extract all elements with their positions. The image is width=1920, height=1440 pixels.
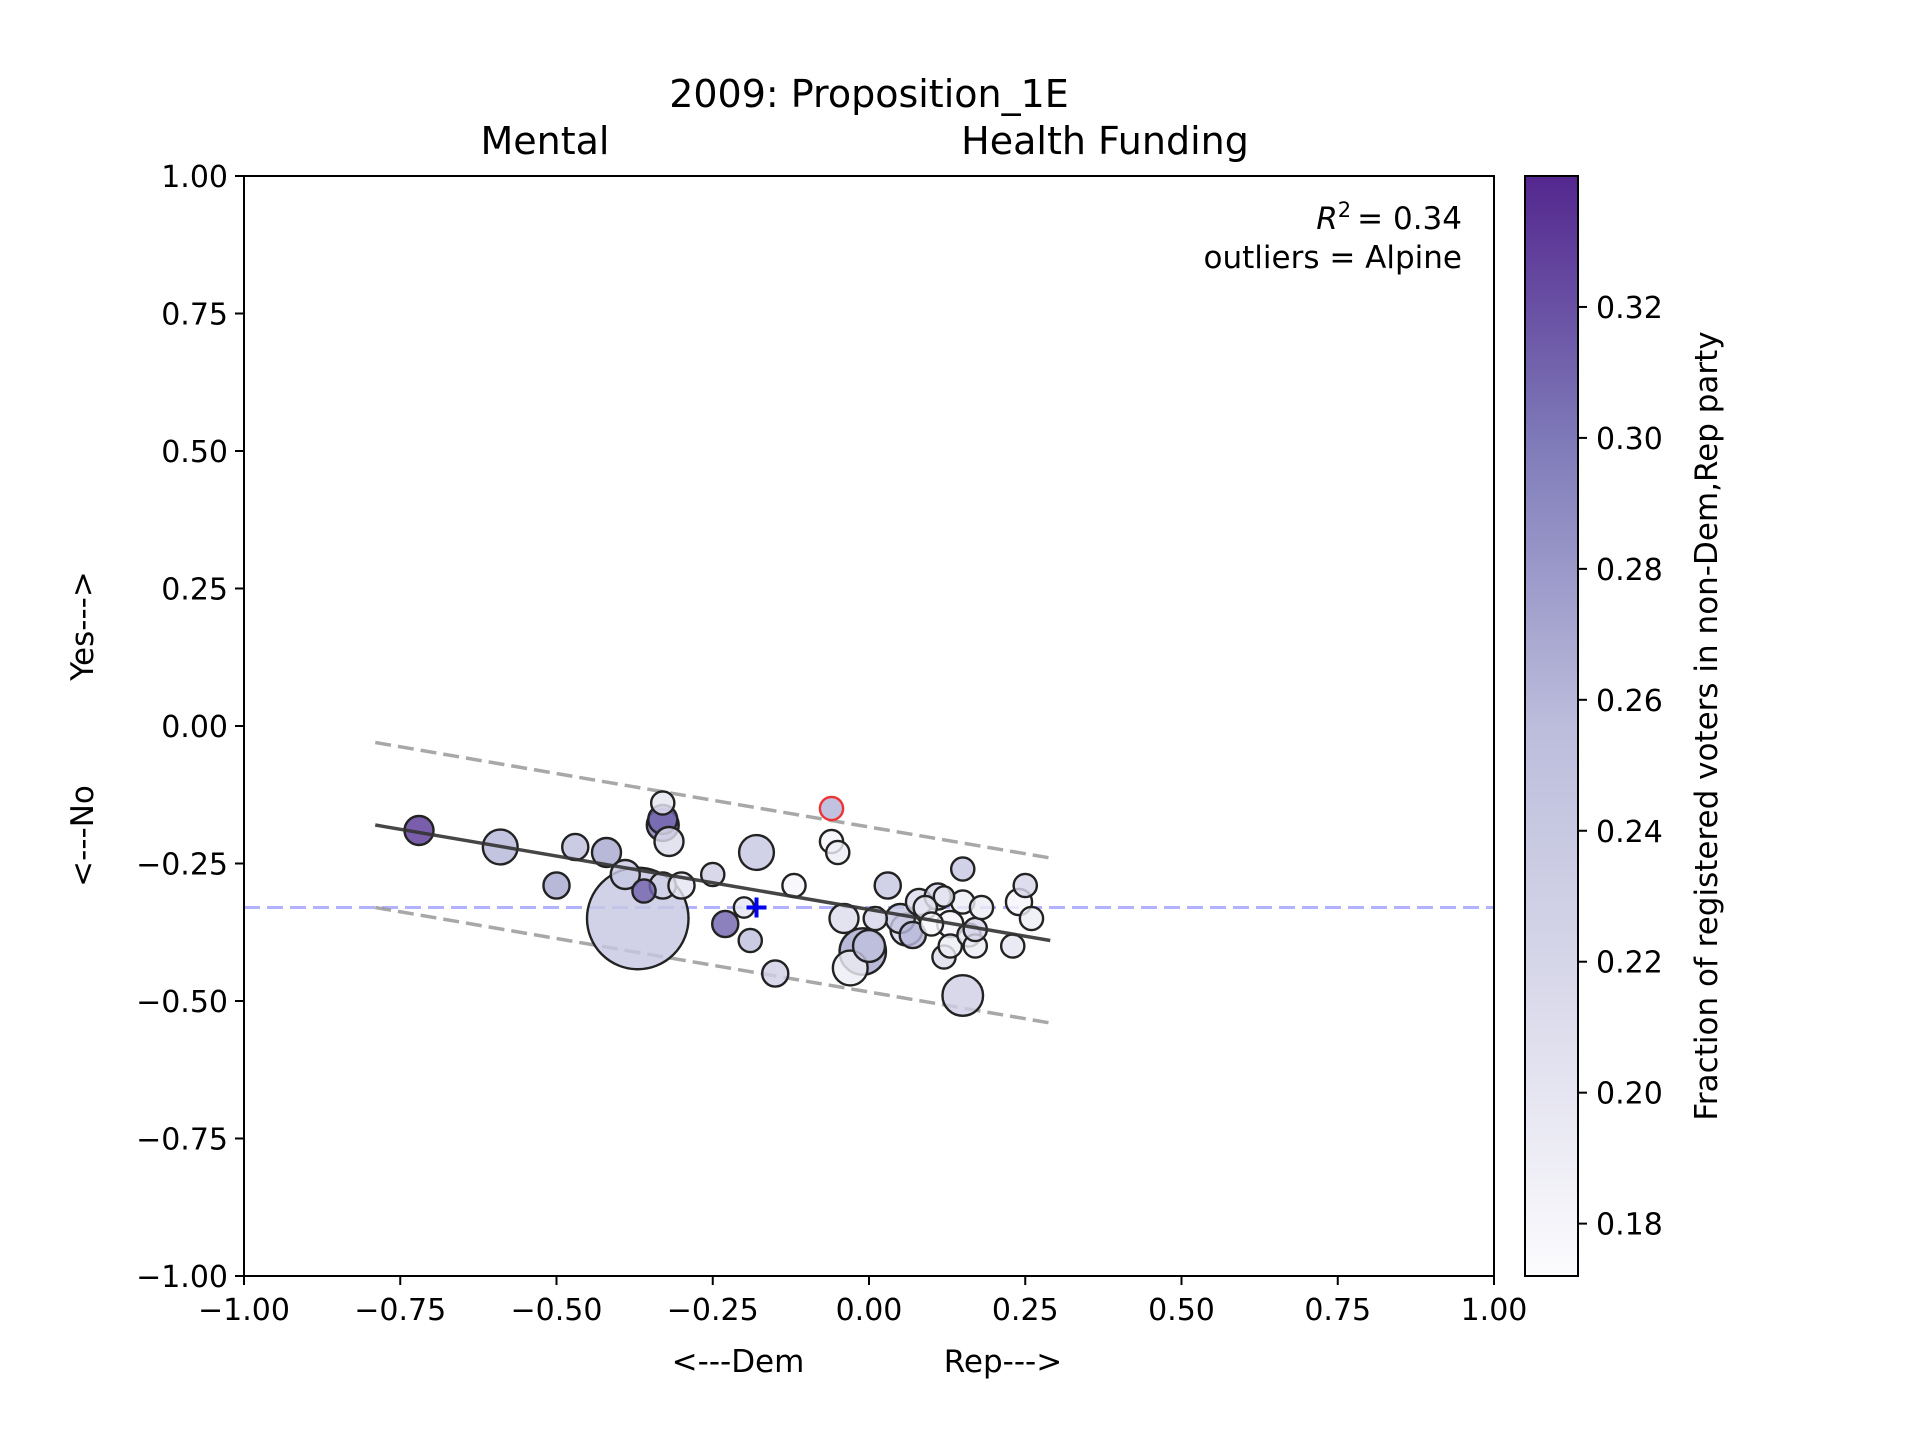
colorbar-tick-label: 0.22 [1596, 946, 1663, 981]
plot-frame [243, 175, 1495, 1277]
scatter-point [737, 833, 776, 872]
scatter-point [1018, 905, 1045, 932]
x-tick-label: −0.75 [354, 1293, 446, 1328]
scatter-point [737, 927, 764, 954]
y-tick-label: 0.75 [161, 298, 228, 333]
y-axis-label-yes: Yes---> [65, 571, 101, 682]
colorbar-tick-label: 0.26 [1596, 684, 1663, 719]
scatter-point [711, 909, 740, 939]
colorbar-tick-label: 0.24 [1596, 815, 1663, 850]
scatter-point [1012, 872, 1039, 899]
scatter-point [932, 885, 956, 908]
x-tick-label: 0.50 [1148, 1293, 1215, 1328]
x-tick-label: 1.00 [1461, 1293, 1528, 1328]
chart-subtitle-right: Health Funding [961, 119, 1249, 163]
x-tick-label: 0.00 [836, 1293, 903, 1328]
plot-area [244, 740, 1494, 1025]
colorbar-label: Fraction of registered voters in non-Dem… [1689, 331, 1725, 1120]
colorbar-tick-label: 0.20 [1596, 1077, 1663, 1112]
fit-line [374, 823, 1051, 943]
colorbar [1524, 175, 1579, 1277]
scatter-point [649, 790, 676, 816]
outliers-annotation: outliers = Alpine [1204, 240, 1462, 276]
x-tick-label: −1.00 [198, 1293, 290, 1328]
r-squared-annotation: R2 = 0.34 [1316, 198, 1462, 237]
x-axis: −1.00 −0.75 −0.50 −0.25 0.00 0.25 0.50 0.75 1.00 [198, 1276, 1527, 1328]
scatter-point [631, 878, 657, 904]
colorbar-tick-label: 0.32 [1596, 291, 1663, 326]
scatter-point [949, 856, 976, 882]
x-axis-label-dem: <---Dem [672, 1344, 805, 1380]
scatter-point [653, 825, 685, 858]
y-tick-label: 0.25 [161, 573, 228, 608]
colorbar-tick-label: 0.30 [1596, 422, 1663, 457]
scatter-point [824, 839, 851, 866]
y-tick-label: −0.25 [136, 848, 228, 883]
scatter-point [999, 933, 1026, 959]
x-tick-label: 0.75 [1304, 1293, 1371, 1328]
chart-title: 2009: Proposition_1E [669, 72, 1069, 116]
x-tick-label: −0.25 [667, 1293, 759, 1328]
scatter-point [968, 894, 995, 921]
y-tick-label: 1.00 [161, 160, 228, 195]
y-tick-label: −0.50 [136, 985, 228, 1020]
x-axis-label-rep: Rep---> [944, 1344, 1062, 1380]
x-tick-label: −0.50 [511, 1293, 603, 1328]
y-tick-label: 0.50 [161, 435, 228, 470]
scatter-point [851, 928, 887, 964]
scatter-point [761, 959, 790, 988]
y-tick-label: −1.00 [136, 1260, 228, 1295]
scatter-point [590, 836, 623, 869]
y-axis-label-no: <---No [65, 785, 101, 887]
colorbar-axis: 0.18 0.20 0.22 0.24 0.26 0.28 0.30 0.32 [1578, 291, 1663, 1243]
colorbar-tick-label: 0.28 [1596, 553, 1663, 588]
scatter-point [918, 911, 945, 937]
colorbar-tick-label: 0.18 [1596, 1208, 1663, 1243]
outlier-point [818, 795, 845, 822]
scatter-point [937, 933, 964, 959]
y-tick-label: 0.00 [161, 710, 228, 745]
x-tick-label: 0.25 [992, 1293, 1059, 1328]
scatter-point [542, 871, 571, 900]
scatter-point [873, 871, 903, 900]
scatter-point [941, 974, 985, 1018]
chart-subtitle-left: Mental [481, 119, 610, 163]
y-tick-label: −0.75 [136, 1123, 228, 1158]
y-axis: −1.00 −0.75 −0.50 −0.25 0.00 0.25 0.50 0.75 1.00 [136, 160, 244, 1295]
